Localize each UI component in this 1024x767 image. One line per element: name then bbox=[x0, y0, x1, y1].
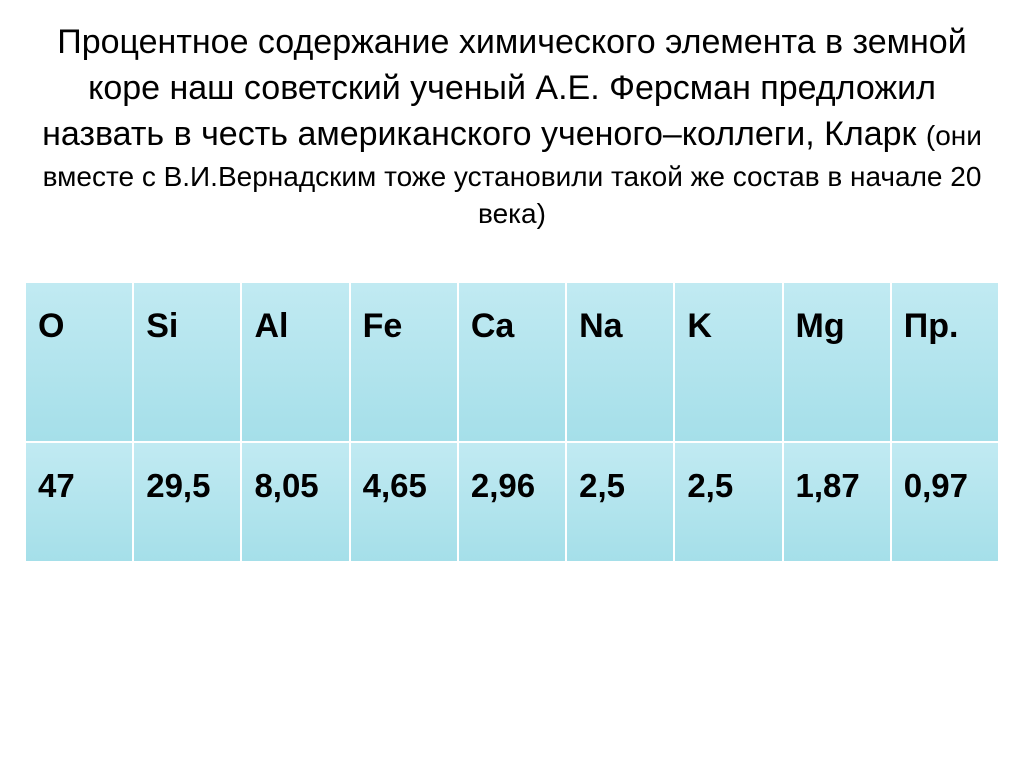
table-header-cell: Al bbox=[241, 282, 349, 442]
table-header-cell: Si bbox=[133, 282, 241, 442]
table-header-cell: Na bbox=[566, 282, 674, 442]
table-header-cell: Fe bbox=[350, 282, 458, 442]
table-header-cell: Пр. bbox=[891, 282, 999, 442]
table-value-cell: 29,5 bbox=[133, 442, 241, 562]
table-header-cell: O bbox=[25, 282, 133, 442]
table-value-cell: 4,65 bbox=[350, 442, 458, 562]
table-value-cell: 2,5 bbox=[674, 442, 782, 562]
table-header-row: O Si Al Fe Ca Na K Mg Пр. bbox=[25, 282, 999, 442]
table-value-cell: 2,96 bbox=[458, 442, 566, 562]
table-value-cell: 0,97 bbox=[891, 442, 999, 562]
elements-table: O Si Al Fe Ca Na K Mg Пр. 47 29,5 8,05 4… bbox=[24, 281, 1000, 563]
table-value-cell: 2,5 bbox=[566, 442, 674, 562]
table-value-row: 47 29,5 8,05 4,65 2,96 2,5 2,5 1,87 0,97 bbox=[25, 442, 999, 562]
table-header-cell: K bbox=[674, 282, 782, 442]
slide-title: Процентное содержание химического элемен… bbox=[24, 20, 1000, 233]
table-value-cell: 47 bbox=[25, 442, 133, 562]
table-value-cell: 1,87 bbox=[783, 442, 891, 562]
table-header-cell: Mg bbox=[783, 282, 891, 442]
title-main-text: Процентное содержание химического элемен… bbox=[42, 23, 967, 153]
table-header-cell: Ca bbox=[458, 282, 566, 442]
table-value-cell: 8,05 bbox=[241, 442, 349, 562]
